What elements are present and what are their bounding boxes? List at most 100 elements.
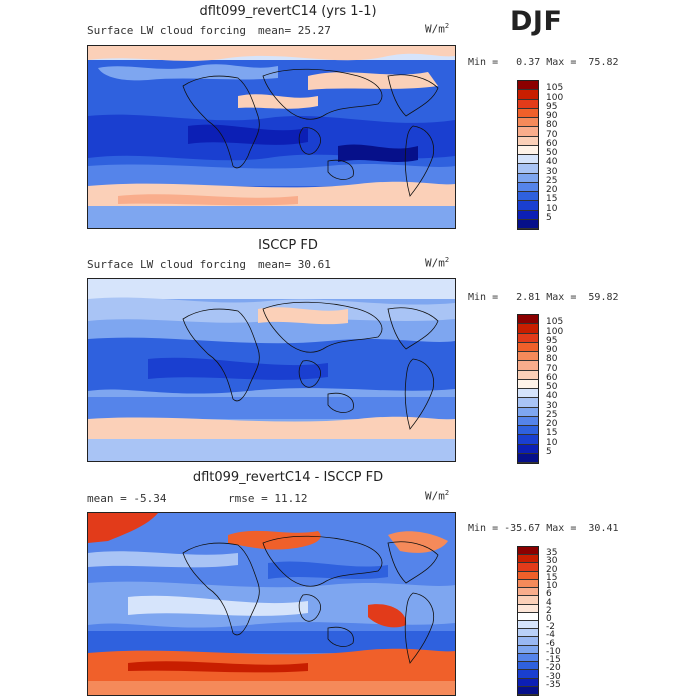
- colorbar-swatch: [518, 645, 538, 654]
- colorbar-swatch: [518, 637, 538, 646]
- colorbar-swatch: [518, 201, 538, 211]
- panel-2-field-label: Surface LW cloud forcing: [87, 258, 246, 271]
- panel-1-colorbar: [517, 80, 539, 230]
- colorbar-label: 90: [546, 111, 558, 121]
- colorbar-swatch: [518, 210, 538, 220]
- colorbar-swatch: [518, 444, 538, 454]
- panel-2-title: ISCCP FD: [258, 238, 318, 253]
- colorbar-swatch: [518, 596, 538, 605]
- colorbar-label: 20: [546, 419, 558, 429]
- colorbar-label: 40: [546, 157, 558, 168]
- panel-3-title: dflt099_revertC14 - ISCCP FD: [192, 470, 384, 485]
- colorbar-swatch: [518, 370, 538, 380]
- colorbar-swatch: [518, 604, 538, 613]
- panel-2-colorbar: [517, 314, 539, 464]
- panel-3-map: [87, 512, 456, 696]
- colorbar-swatch: [518, 588, 538, 597]
- colorbar-label: 105: [546, 317, 564, 328]
- panel-1-field-label: Surface LW cloud forcing: [87, 24, 246, 37]
- colorbar-label: 10: [546, 203, 558, 214]
- panel-2-minmax: Min = 2.81 Max = 59.82: [468, 292, 619, 303]
- colorbar-swatch: [518, 389, 538, 399]
- colorbar-swatch: [518, 342, 538, 352]
- colorbar-label: 5: [546, 212, 552, 223]
- colorbar-swatch: [518, 324, 538, 334]
- colorbar-label: 30: [546, 400, 558, 411]
- colorbar-label: 20: [546, 564, 558, 575]
- panel-3-colorbar: [517, 546, 539, 696]
- season-label: DJF: [510, 6, 563, 37]
- colorbar-label: 105: [546, 83, 564, 94]
- colorbar-label: 30: [546, 556, 558, 567]
- colorbar-swatch: [518, 118, 538, 128]
- colorbar-swatch: [518, 435, 538, 445]
- colorbar-swatch: [518, 361, 538, 371]
- colorbar-swatch: [518, 352, 538, 362]
- colorbar-swatch: [518, 662, 538, 671]
- colorbar-label: 70: [546, 129, 558, 140]
- colorbar-swatch: [518, 145, 538, 155]
- colorbar-label: -20: [546, 663, 561, 674]
- colorbar-label: 80: [546, 354, 558, 365]
- colorbar-swatch: [518, 164, 538, 174]
- colorbar-swatch: [518, 99, 538, 109]
- colorbar-label: 6: [546, 589, 552, 600]
- colorbar-swatch: [518, 579, 538, 589]
- colorbar-label: 50: [546, 382, 558, 392]
- colorbar-swatch: [518, 416, 538, 426]
- colorbar-label: -2: [546, 622, 555, 633]
- colorbar-label: 0: [546, 614, 552, 624]
- colorbar-label: 100: [546, 92, 564, 103]
- colorbar-label: 4: [546, 597, 552, 608]
- colorbar-label: -4: [546, 630, 555, 641]
- panel-1-minmax: Min = 0.37 Max = 75.82: [468, 57, 619, 68]
- colorbar-label: 70: [546, 363, 558, 374]
- colorbar-swatch: [518, 398, 538, 408]
- colorbar-swatch: [518, 453, 538, 463]
- colorbar-swatch: [518, 90, 538, 100]
- colorbar-swatch: [518, 333, 538, 343]
- colorbar-swatch: [518, 407, 538, 417]
- colorbar-label: -35: [546, 679, 561, 690]
- colorbar-label: 10: [546, 581, 558, 592]
- colorbar-swatch: [518, 81, 538, 91]
- colorbar-label: 15: [546, 428, 558, 439]
- colorbar-swatch: [518, 670, 538, 679]
- colorbar-label: -6: [546, 638, 555, 649]
- colorbar-swatch: [518, 315, 538, 325]
- colorbar-label: 35: [546, 548, 558, 559]
- colorbar-label: 60: [546, 372, 558, 383]
- panel-2-units: W/m2: [425, 256, 450, 270]
- colorbar-label: -10: [546, 646, 561, 657]
- colorbar-swatch: [518, 426, 538, 436]
- colorbar-swatch: [518, 571, 538, 580]
- colorbar-label: 95: [546, 335, 558, 346]
- panel-1-title: dflt099_revertC14 (yrs 1-1): [199, 4, 377, 19]
- colorbar-label: 15: [546, 194, 558, 205]
- colorbar-swatch: [518, 182, 538, 192]
- colorbar-swatch: [518, 108, 538, 118]
- colorbar-label: 40: [546, 391, 558, 402]
- colorbar-swatch: [518, 547, 538, 556]
- colorbar-swatch: [518, 379, 538, 389]
- panel-3-mean: mean = -5.34: [87, 492, 167, 505]
- colorbar-label: 25: [546, 175, 558, 186]
- colorbar-label: -30: [546, 671, 561, 682]
- colorbar-label: 95: [546, 101, 558, 112]
- panel-2-mean: mean= 30.61: [258, 258, 331, 271]
- panel-3-rmse: rmse = 11.12: [228, 492, 308, 505]
- colorbar-swatch: [518, 136, 538, 146]
- colorbar-swatch: [518, 612, 538, 621]
- colorbar-swatch: [518, 192, 538, 202]
- colorbar-label: 5: [546, 446, 552, 457]
- panel-3-units: W/m2: [425, 489, 450, 503]
- panel-1-mean: mean= 25.27: [258, 24, 331, 37]
- panel-1-map: [87, 45, 456, 229]
- colorbar-label: 100: [546, 326, 564, 337]
- colorbar-label: 2: [546, 605, 552, 616]
- colorbar-swatch: [518, 563, 538, 572]
- panel-1-units: W/m2: [425, 22, 450, 36]
- colorbar-label: 25: [546, 409, 558, 420]
- colorbar-swatch: [518, 678, 538, 687]
- panel-3-minmax: Min = -35.67 Max = 30.41: [468, 523, 619, 534]
